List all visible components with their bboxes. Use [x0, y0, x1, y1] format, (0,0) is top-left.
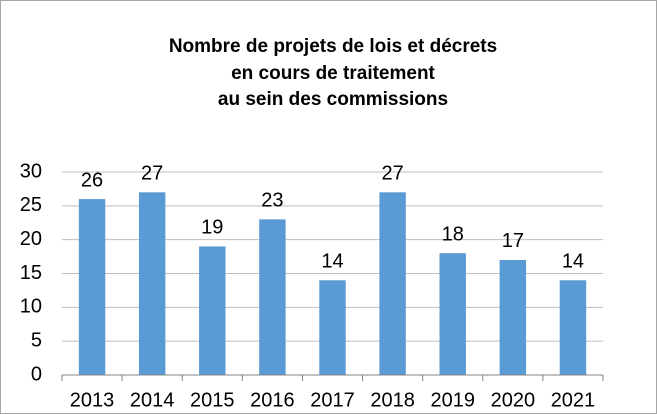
bar — [559, 280, 587, 375]
y-tick-label: 30 — [20, 160, 42, 182]
bar — [199, 246, 226, 375]
x-tick-label: 2016 — [250, 389, 295, 411]
data-label: 17 — [502, 230, 524, 252]
data-label: 19 — [201, 217, 223, 239]
chart-title: Nombre de projets de lois et décrets — [169, 36, 497, 57]
x-tick-label: 2020 — [491, 389, 536, 411]
bar — [78, 199, 106, 375]
chart-title: au sein des commissions — [218, 89, 448, 110]
bar — [319, 280, 346, 375]
y-tick-label: 20 — [20, 228, 42, 250]
y-tick-label: 10 — [20, 296, 42, 318]
bar — [499, 259, 527, 375]
bar — [259, 219, 286, 375]
x-tick-label: 2013 — [70, 389, 115, 411]
data-label: 14 — [321, 251, 343, 273]
data-label: 23 — [261, 190, 283, 212]
data-label: 26 — [81, 169, 103, 191]
data-label: 27 — [381, 163, 403, 185]
data-label: 18 — [442, 223, 464, 245]
data-label: 14 — [562, 251, 584, 273]
data-label: 27 — [141, 163, 163, 185]
bar — [439, 253, 466, 375]
x-tick-label: 2015 — [190, 389, 235, 411]
x-tick-label: 2021 — [551, 389, 596, 411]
x-tick-label: 2019 — [430, 389, 475, 411]
x-tick-label: 2017 — [310, 389, 355, 411]
bar — [138, 192, 166, 375]
y-tick-label: 0 — [31, 363, 42, 385]
y-tick-label: 15 — [20, 262, 42, 284]
y-tick-label: 25 — [20, 194, 42, 216]
chart-title: en cours de traitement — [231, 63, 435, 84]
bar — [379, 192, 406, 375]
x-tick-label: 2018 — [370, 389, 415, 411]
x-tick-label: 2014 — [130, 389, 175, 411]
y-tick-label: 5 — [31, 329, 42, 351]
